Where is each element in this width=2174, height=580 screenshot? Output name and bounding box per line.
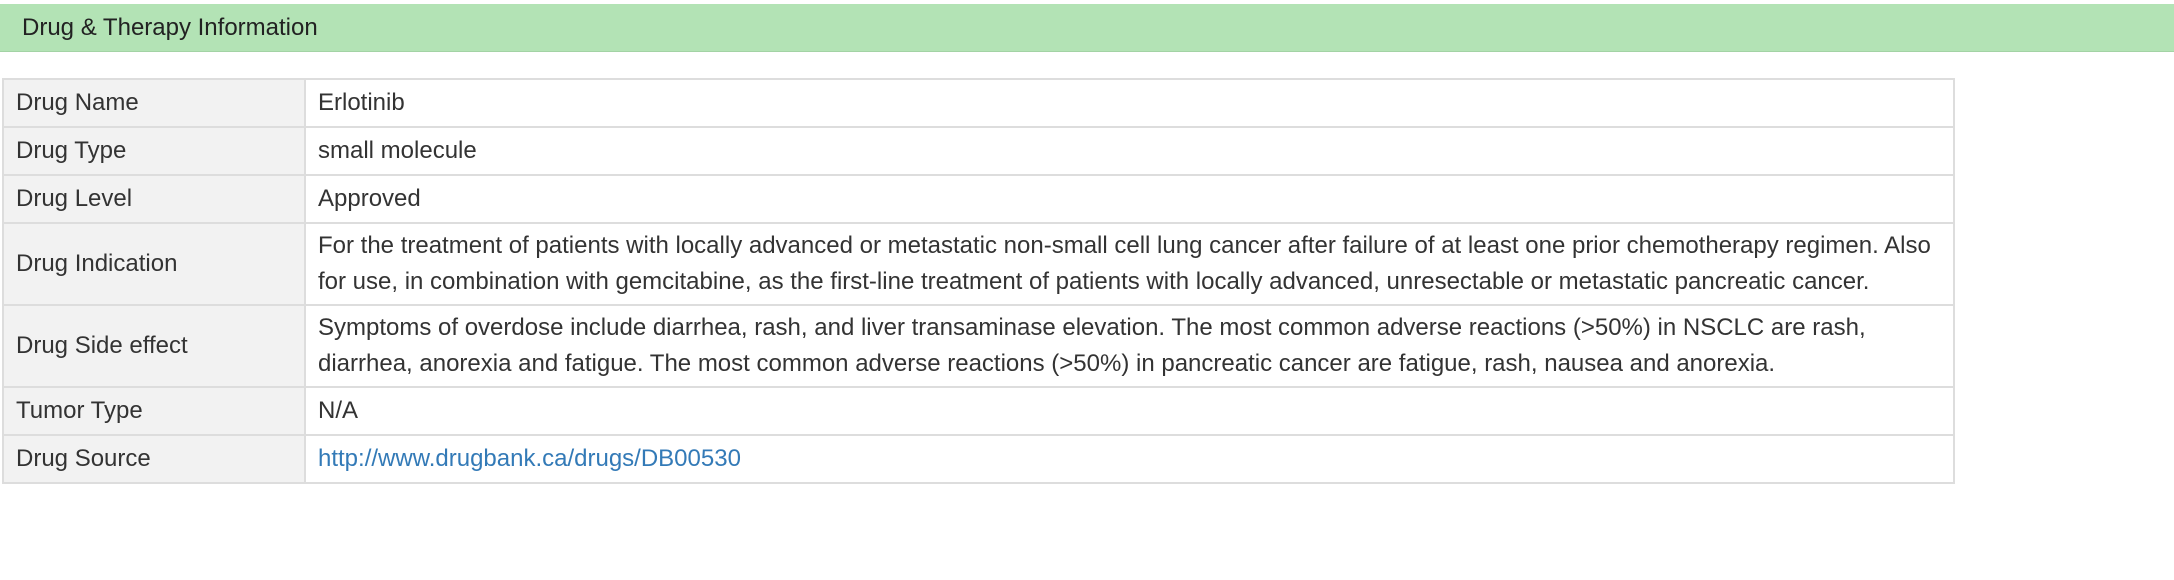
section-title: Drug & Therapy Information	[22, 13, 318, 41]
label-drug-side-effect: Drug Side effect	[2, 304, 306, 388]
label-drug-level: Drug Level	[2, 174, 306, 224]
value-drug-source: http://www.drugbank.ca/drugs/DB00530	[304, 434, 1955, 484]
table-row-drug-source: Drug Source http://www.drugbank.ca/drugs…	[2, 434, 1955, 484]
value-drug-level: Approved	[304, 174, 1955, 224]
table-row-drug-side-effect: Drug Side effect Symptoms of overdose in…	[2, 304, 1955, 388]
value-drug-indication: For the treatment of patients with local…	[304, 222, 1955, 306]
value-tumor-type: N/A	[304, 386, 1955, 436]
label-drug-name: Drug Name	[2, 78, 306, 128]
table-row-drug-indication: Drug Indication For the treatment of pat…	[2, 222, 1955, 306]
section-header: Drug & Therapy Information	[0, 4, 2174, 52]
drug-info-table: Drug Name Erlotinib Drug Type small mole…	[2, 78, 1955, 484]
label-tumor-type: Tumor Type	[2, 386, 306, 436]
table-row-drug-level: Drug Level Approved	[2, 174, 1955, 224]
value-drug-name: Erlotinib	[304, 78, 1955, 128]
value-drug-type: small molecule	[304, 126, 1955, 176]
label-drug-type: Drug Type	[2, 126, 306, 176]
drug-source-link[interactable]: http://www.drugbank.ca/drugs/DB00530	[318, 445, 741, 472]
table-row-drug-name: Drug Name Erlotinib	[2, 78, 1955, 128]
table-row-drug-type: Drug Type small molecule	[2, 126, 1955, 176]
value-drug-side-effect: Symptoms of overdose include diarrhea, r…	[304, 304, 1955, 388]
label-drug-source: Drug Source	[2, 434, 306, 484]
table-row-tumor-type: Tumor Type N/A	[2, 386, 1955, 436]
label-drug-indication: Drug Indication	[2, 222, 306, 306]
